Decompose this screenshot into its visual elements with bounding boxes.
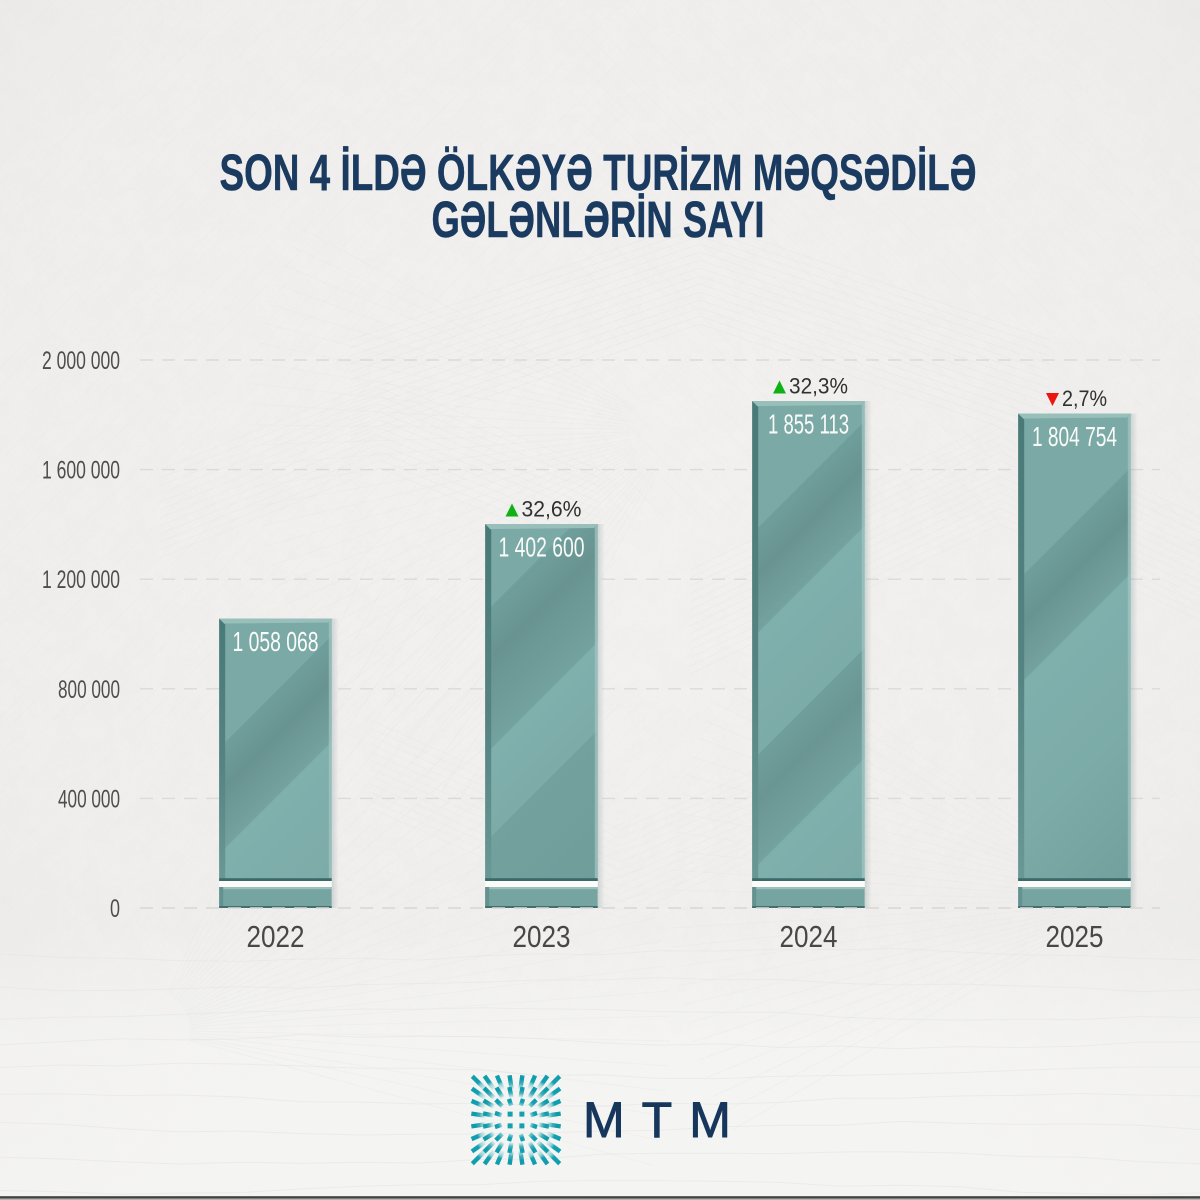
svg-text:2 000 000: 2 000 000 bbox=[42, 347, 120, 375]
svg-text:0: 0 bbox=[110, 895, 120, 923]
svg-text:2025: 2025 bbox=[1046, 919, 1104, 954]
svg-text:32,6%: 32,6% bbox=[522, 497, 582, 522]
svg-text:SON 4 İLDƏ ÖLKƏYƏ TURİZM MƏQSƏ: SON 4 İLDƏ ÖLKƏYƏ TURİZM MƏQSƏDİLƏ bbox=[220, 144, 977, 201]
svg-text:2024: 2024 bbox=[780, 919, 838, 954]
svg-text:GƏLƏNLƏRİN SAYI: GƏLƏNLƏRİN SAYI bbox=[432, 191, 765, 248]
svg-text:400 000: 400 000 bbox=[58, 785, 120, 813]
svg-text:MTM: MTM bbox=[583, 1092, 748, 1148]
svg-text:2023: 2023 bbox=[513, 919, 571, 954]
svg-text:32,3%: 32,3% bbox=[789, 374, 848, 399]
svg-text:1 200 000: 1 200 000 bbox=[42, 566, 120, 594]
svg-text:1 402 600: 1 402 600 bbox=[499, 532, 585, 563]
svg-text:2,7%: 2,7% bbox=[1062, 386, 1107, 411]
svg-text:1 804 754: 1 804 754 bbox=[1032, 421, 1117, 452]
svg-text:1 855 113: 1 855 113 bbox=[768, 409, 849, 440]
svg-text:1 058 068: 1 058 068 bbox=[233, 626, 319, 657]
svg-text:1 600 000: 1 600 000 bbox=[42, 457, 120, 485]
svg-text:2022: 2022 bbox=[247, 919, 305, 954]
svg-text:800 000: 800 000 bbox=[58, 676, 120, 704]
